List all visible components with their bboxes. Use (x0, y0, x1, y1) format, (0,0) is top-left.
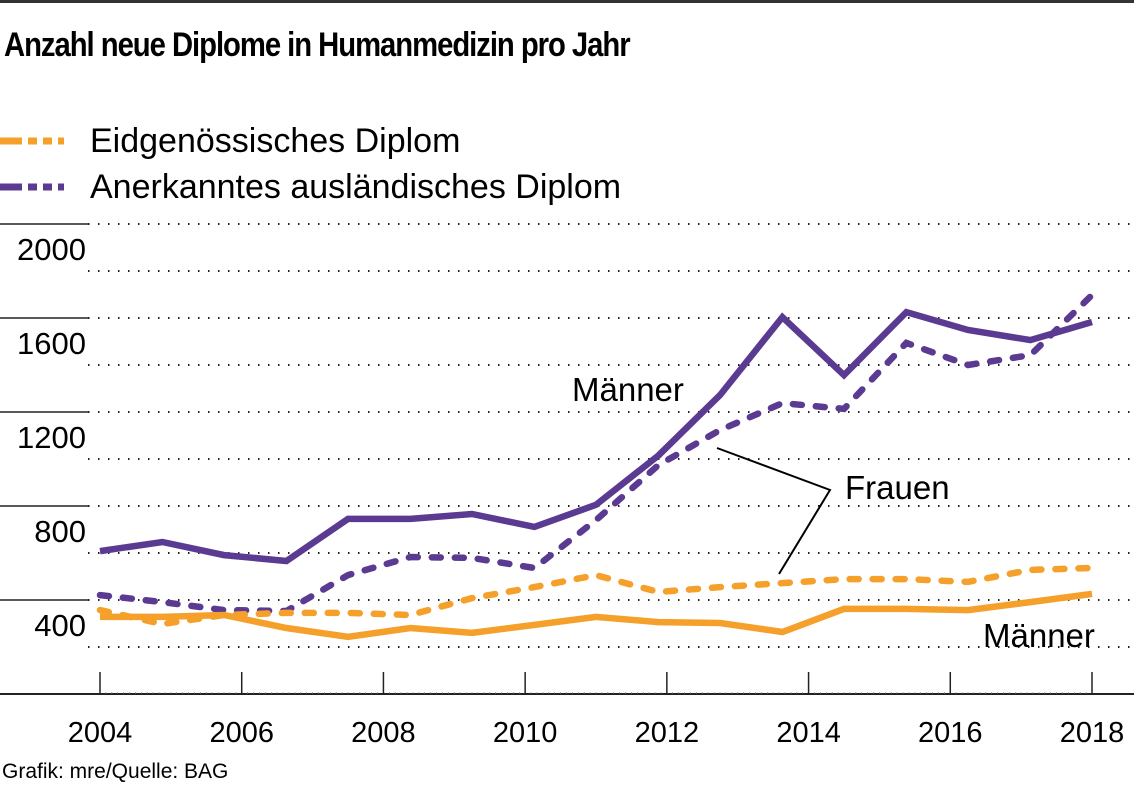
x-tick-label: 2006 (209, 717, 274, 749)
annotation-frauen: Frauen (845, 469, 950, 506)
top-rule (0, 0, 1134, 3)
series-line-2 (96, 564, 1096, 628)
x-tick-label: 2010 (493, 717, 558, 749)
y-tick-label: 1600 (17, 326, 86, 361)
x-tick-label: 2014 (776, 717, 841, 749)
series-line-0 (99, 308, 1093, 565)
y-tick-label: 400 (34, 608, 86, 643)
x-tick-label: 2004 (68, 717, 133, 749)
source-footer: Grafik: mre/Quelle: BAG (2, 760, 229, 783)
legend-label: Eidgenössisches Diplom (90, 121, 461, 160)
chart-title: Anzahl neue Diplome in Humanmedizin pro … (4, 26, 631, 64)
legend-item-auslaendisch: Anerkanntes ausländisches Diplom (0, 164, 621, 210)
legend-item-eidgenoessisch: Eidgenössisches Diplom (0, 118, 621, 164)
y-tick-label: 1200 (17, 420, 86, 455)
legend-swatch-orange (0, 137, 64, 145)
gridlines (88, 223, 1134, 648)
annotation-maenner-eidgenoessisch: Männer (983, 617, 1095, 654)
x-tick-label: 2012 (635, 717, 700, 749)
x-tick-label: 2018 (1060, 717, 1125, 749)
axes: 400 800 1200 1600 2000 2004 2006 2008 2010 2012 20… (0, 223, 1134, 749)
legend-swatch-purple (0, 183, 64, 191)
series-lines (96, 291, 1096, 641)
legend: Eidgenössisches Diplom Anerkanntes auslä… (0, 118, 621, 210)
y-tick-label: 2000 (17, 232, 86, 267)
series-line-1 (96, 291, 1096, 615)
y-tick-label: 800 (34, 514, 86, 549)
legend-label: Anerkanntes ausländisches Diplom (90, 167, 622, 206)
annotation-maenner-auslaendisch: Männer (572, 371, 684, 408)
frauen-leader-line (716, 447, 832, 575)
annotations: Männer Frauen Männer (572, 371, 1095, 654)
x-tick-label: 2016 (918, 717, 983, 749)
series-line-3 (100, 590, 1093, 641)
x-tick-label: 2008 (351, 717, 416, 749)
